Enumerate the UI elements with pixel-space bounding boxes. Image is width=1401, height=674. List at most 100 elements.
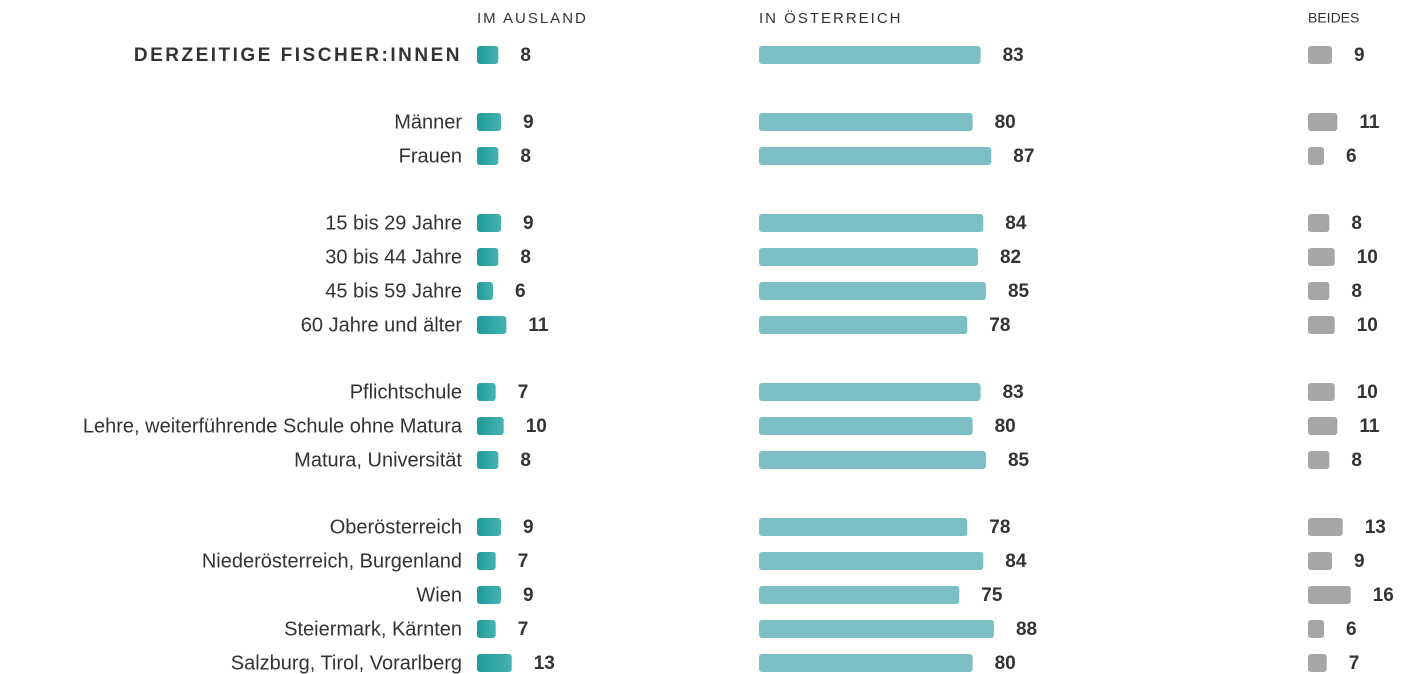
value-label: 8 xyxy=(1351,450,1362,471)
bar xyxy=(759,46,981,64)
value-label: 11 xyxy=(528,315,549,336)
value-label: 9 xyxy=(1354,551,1365,572)
category-label: Matura, Universität xyxy=(294,449,462,471)
value-label: 75 xyxy=(981,585,1003,606)
value-label: 6 xyxy=(1346,146,1357,167)
value-label: 7 xyxy=(518,551,529,572)
value-label: 10 xyxy=(526,416,547,437)
bar xyxy=(477,451,499,469)
value-label: 8 xyxy=(520,247,531,268)
value-label: 8 xyxy=(520,45,531,66)
value-label: 9 xyxy=(523,112,534,133)
bar xyxy=(1308,147,1325,165)
bar xyxy=(759,113,973,131)
category-label: Steiermark, Kärnten xyxy=(284,618,462,640)
value-label: 9 xyxy=(523,585,534,606)
bar xyxy=(1308,214,1330,232)
value-label: 16 xyxy=(1373,585,1394,606)
bar xyxy=(759,147,992,165)
value-label: 87 xyxy=(1013,146,1034,167)
category-label: 15 bis 29 Jahre xyxy=(325,212,462,234)
value-label: 82 xyxy=(1000,247,1021,268)
bar xyxy=(477,417,504,435)
bar xyxy=(759,518,968,536)
bar xyxy=(1308,586,1351,604)
bar xyxy=(477,248,499,266)
category-label: Frauen xyxy=(399,145,462,167)
value-label: 13 xyxy=(1365,517,1386,538)
bar xyxy=(1308,282,1330,300)
bar xyxy=(1308,248,1335,266)
value-label: 13 xyxy=(534,653,555,674)
value-label: 7 xyxy=(1349,653,1360,674)
series-header: IM AUSLAND xyxy=(477,10,588,27)
value-label: 80 xyxy=(995,112,1016,133)
value-label: 78 xyxy=(989,517,1010,538)
bar xyxy=(477,552,496,570)
value-label: 85 xyxy=(1008,281,1030,302)
bar xyxy=(1308,417,1338,435)
bar xyxy=(759,654,973,672)
bar xyxy=(1308,518,1343,536)
bar xyxy=(1308,316,1335,334)
value-label: 8 xyxy=(520,146,531,167)
bar xyxy=(759,282,986,300)
value-label: 85 xyxy=(1008,450,1030,471)
category-label: Wien xyxy=(416,584,462,606)
bar xyxy=(477,316,507,334)
value-label: 8 xyxy=(520,450,531,471)
value-label: 83 xyxy=(1003,45,1024,66)
value-label: 6 xyxy=(1346,619,1357,640)
value-label: 80 xyxy=(995,416,1016,437)
value-label: 84 xyxy=(1005,213,1027,234)
bar xyxy=(759,214,984,232)
bar xyxy=(477,282,494,300)
bar xyxy=(477,46,499,64)
category-label: 60 Jahre und älter xyxy=(301,314,463,336)
value-label: 8 xyxy=(1351,213,1362,234)
value-label: 10 xyxy=(1357,382,1378,403)
value-label: 11 xyxy=(1359,112,1380,133)
bar xyxy=(477,518,502,536)
bar xyxy=(477,620,496,638)
bar xyxy=(759,383,981,401)
bar xyxy=(759,417,973,435)
category-label: DERZEITIGE FISCHER:INNEN xyxy=(134,45,462,66)
category-label: 30 bis 44 Jahre xyxy=(325,246,462,268)
bar xyxy=(1308,620,1325,638)
value-label: 88 xyxy=(1016,619,1037,640)
bar xyxy=(1308,552,1333,570)
bar xyxy=(759,316,968,334)
bar xyxy=(759,451,986,469)
category-label: Pflichtschule xyxy=(350,381,462,403)
bar xyxy=(1308,451,1330,469)
bar xyxy=(759,586,960,604)
value-label: 8 xyxy=(1351,281,1362,302)
value-label: 80 xyxy=(995,653,1016,674)
value-label: 11 xyxy=(1359,416,1380,437)
value-label: 84 xyxy=(1005,551,1027,572)
bar xyxy=(477,147,499,165)
category-label: Niederösterreich, Burgenland xyxy=(202,550,462,572)
bar xyxy=(1308,113,1338,131)
category-label: Salzburg, Tirol, Vorarlberg xyxy=(231,652,462,674)
bar xyxy=(477,654,512,672)
value-label: 9 xyxy=(523,213,534,234)
bar xyxy=(1308,654,1327,672)
bar xyxy=(759,248,978,266)
value-label: 10 xyxy=(1357,315,1378,336)
value-label: 7 xyxy=(518,382,529,403)
bar xyxy=(477,113,502,131)
value-label: 7 xyxy=(518,619,529,640)
value-label: 10 xyxy=(1357,247,1378,268)
value-label: 83 xyxy=(1003,382,1024,403)
series-header: IN ÖSTERREICH xyxy=(759,9,903,27)
series-header: BEIDES xyxy=(1308,10,1359,26)
value-label: 6 xyxy=(515,281,526,302)
bar xyxy=(477,383,496,401)
bar xyxy=(1308,46,1333,64)
bar xyxy=(1308,383,1335,401)
category-label: 45 bis 59 Jahre xyxy=(325,280,462,302)
value-label: 9 xyxy=(1354,45,1365,66)
